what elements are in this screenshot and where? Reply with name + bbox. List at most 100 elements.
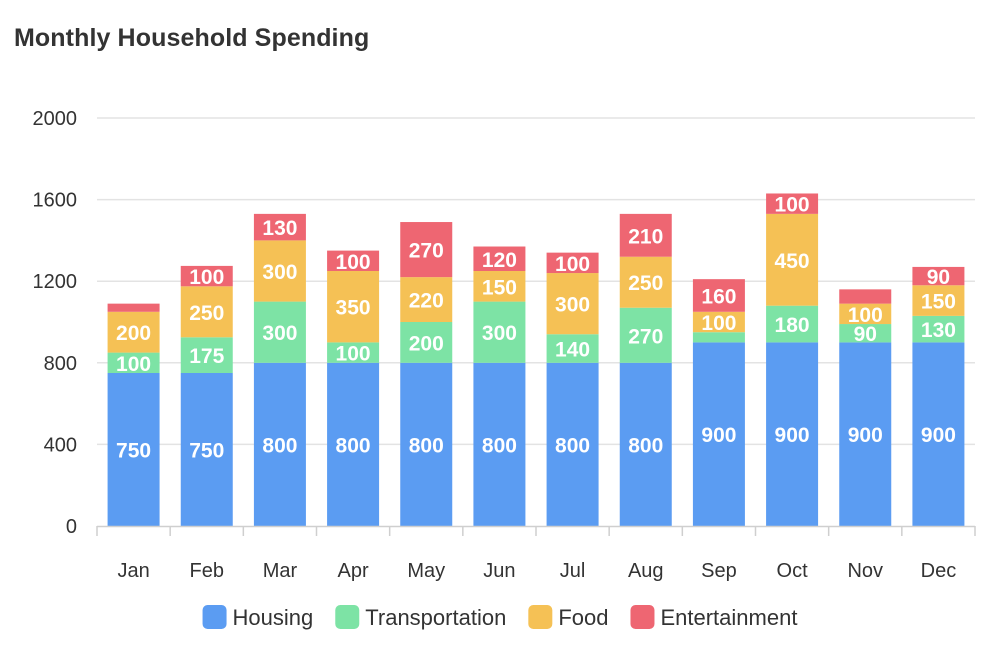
- bar-segment-entertainment-oct: [766, 193, 819, 214]
- bars: [107, 193, 965, 526]
- bar-segment-housing-may: [400, 362, 453, 526]
- legend-swatch: [630, 605, 655, 629]
- data-label: 800: [409, 434, 444, 457]
- legend-label: Transportation: [365, 605, 506, 630]
- bar-segment-transportation-sep: [692, 332, 745, 343]
- data-label: 100: [336, 251, 371, 274]
- bar-segment-transportation-jun: [473, 301, 526, 363]
- data-label: 900: [775, 424, 810, 447]
- data-label: 300: [555, 294, 590, 317]
- bar-segment-entertainment-jan: [107, 303, 160, 312]
- data-label: 300: [262, 322, 297, 345]
- bar-segment-housing-jul: [546, 362, 599, 526]
- data-label: 120: [482, 249, 517, 272]
- legend-item-entertainment[interactable]: Entertainment: [630, 605, 797, 630]
- data-label: 90: [854, 323, 877, 346]
- bar-segment-housing-jan: [107, 373, 160, 526]
- bar-segment-food-jul: [546, 273, 599, 335]
- x-tick-label: Dec: [921, 560, 957, 582]
- bar-segment-entertainment-feb: [180, 265, 233, 287]
- y-tick-label: 0: [66, 516, 77, 538]
- y-tick-label: 1600: [33, 190, 78, 212]
- x-tick-label: Jun: [483, 560, 515, 582]
- bar-segment-food-jan: [107, 311, 160, 353]
- bar-segment-entertainment-sep: [692, 279, 745, 312]
- x-tick-label: May: [407, 560, 445, 582]
- bar-segment-housing-nov: [839, 342, 892, 526]
- bar-segment-food-aug: [619, 256, 672, 308]
- bar-segment-transportation-apr: [327, 342, 380, 363]
- data-label: 900: [921, 424, 956, 447]
- bar-segment-transportation-oct: [766, 305, 819, 343]
- data-label: 900: [701, 424, 736, 447]
- bar-segment-housing-apr: [327, 362, 380, 526]
- data-label: 750: [189, 440, 224, 463]
- bar-segment-transportation-may: [400, 322, 453, 363]
- data-label: 100: [336, 343, 371, 366]
- bar-segment-entertainment-may: [400, 222, 453, 278]
- data-label: 150: [921, 291, 956, 314]
- bar-segment-entertainment-jun: [473, 246, 526, 271]
- legend-swatch: [202, 605, 227, 629]
- bar-segment-transportation-mar: [253, 301, 306, 363]
- x-tick-label: Feb: [190, 560, 224, 582]
- data-label: 100: [116, 353, 151, 376]
- data-label: 90: [927, 266, 950, 289]
- data-label: 800: [482, 434, 517, 457]
- data-labels: 750 100 200 750 175 250 100 800 300 300 130 800 100 3…: [116, 194, 956, 463]
- bar-segment-entertainment-mar: [253, 213, 306, 241]
- grid-lines: [97, 117, 975, 446]
- y-tick-label: 400: [44, 434, 77, 456]
- data-label: 800: [628, 434, 663, 457]
- data-label: 150: [482, 276, 517, 299]
- bar-segment-transportation-feb: [180, 337, 233, 373]
- data-label: 800: [555, 434, 590, 457]
- data-label: 140: [555, 339, 590, 362]
- bar-segment-food-may: [400, 277, 453, 322]
- bar-segment-transportation-jul: [546, 334, 599, 363]
- bar-segment-entertainment-jul: [546, 252, 599, 274]
- legend-label: Food: [558, 605, 608, 630]
- y-tick-label: 2000: [33, 108, 78, 130]
- data-label: 250: [628, 272, 663, 295]
- x-tick-label: Apr: [338, 560, 369, 582]
- data-label: 200: [409, 332, 444, 355]
- bar-segment-food-nov: [839, 303, 892, 325]
- data-label: 175: [189, 345, 224, 368]
- data-label: 200: [116, 322, 151, 345]
- data-label: 350: [336, 297, 371, 320]
- data-label: 130: [921, 319, 956, 342]
- bar-segment-food-dec: [912, 285, 965, 316]
- bar-segment-housing-jun: [473, 362, 526, 526]
- bar-segment-food-jun: [473, 271, 526, 302]
- bar-segment-transportation-nov: [839, 324, 892, 343]
- bar-segment-housing-feb: [180, 373, 233, 526]
- data-label: 210: [628, 225, 663, 248]
- data-label: 180: [775, 314, 810, 337]
- bar-segment-housing-dec: [912, 342, 965, 526]
- x-tick-label: Jul: [560, 560, 586, 582]
- bar-segment-transportation-jan: [107, 352, 160, 373]
- chart-title: Monthly Household Spending: [14, 24, 370, 52]
- legend-item-housing[interactable]: Housing: [202, 605, 314, 630]
- legend-label: Entertainment: [660, 605, 797, 630]
- bar-segment-entertainment-dec: [912, 266, 965, 286]
- y-tick-label: 1200: [33, 271, 78, 293]
- data-label: 100: [555, 253, 590, 276]
- data-label: 100: [189, 266, 224, 289]
- data-label: 450: [775, 250, 810, 273]
- legend-item-food[interactable]: Food: [528, 605, 608, 630]
- data-label: 160: [701, 285, 736, 308]
- data-label: 800: [336, 434, 371, 457]
- data-label: 270: [628, 325, 663, 348]
- legend-item-transportation[interactable]: Transportation: [335, 605, 506, 630]
- data-label: 130: [262, 217, 297, 240]
- legend-swatch: [528, 605, 553, 629]
- data-label: 750: [116, 440, 151, 463]
- data-label: 100: [775, 194, 810, 217]
- data-label: 300: [482, 322, 517, 345]
- x-tick-label: Jan: [117, 560, 149, 582]
- legend-label: Housing: [233, 605, 314, 630]
